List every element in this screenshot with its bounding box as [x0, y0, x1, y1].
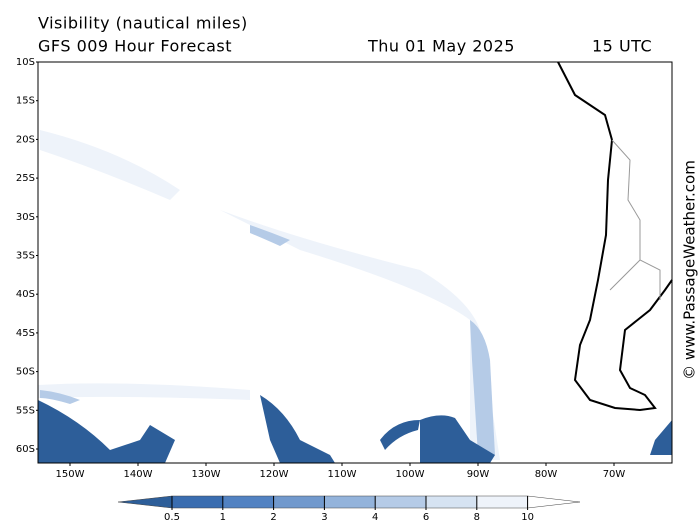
time: 15 UTC	[592, 37, 652, 56]
lon-label: 70W	[603, 469, 626, 480]
lon-label: 90W	[467, 469, 490, 480]
lat-label: 25S	[16, 173, 35, 184]
legend-swatch	[117, 495, 173, 509]
legend-swatch	[425, 495, 478, 509]
title: Visibility (nautical miles)	[38, 14, 248, 33]
legend-swatch	[374, 495, 427, 509]
legend-swatch	[222, 495, 274, 509]
legend-swatch	[476, 495, 528, 509]
legend-label: 0.5	[164, 512, 180, 523]
lon-label: 110W	[328, 469, 357, 480]
lon-label: 100W	[396, 469, 425, 480]
lat-label: 50S	[16, 367, 35, 378]
watermark: © www.PassageWeather.com	[681, 160, 699, 380]
lon-label: 130W	[192, 469, 221, 480]
subtitle: GFS 009 Hour Forecast	[38, 37, 232, 56]
lat-label: 45S	[16, 328, 35, 339]
date: Thu 01 May 2025	[367, 37, 515, 56]
lon-label: 150W	[56, 469, 85, 480]
lat-label: 40S	[16, 289, 35, 300]
legend-swatch	[527, 495, 581, 509]
lon-label: 140W	[124, 469, 153, 480]
legend-label: 10	[521, 512, 534, 523]
fog-medium	[40, 225, 495, 455]
legend-label: 4	[372, 512, 378, 523]
legend-swatch	[324, 495, 376, 509]
legend-label: 6	[423, 512, 429, 523]
fog-dense	[38, 395, 672, 463]
coastline	[557, 61, 673, 412]
legend-label: 1	[220, 512, 226, 523]
lat-label: 30S	[16, 212, 35, 223]
lat-label: 35S	[16, 251, 35, 262]
fog-light	[38, 130, 500, 460]
legend-label: 2	[270, 512, 276, 523]
legend-swatch	[273, 495, 325, 509]
lat-label: 55S	[16, 405, 35, 416]
lat-label: 60S	[16, 444, 35, 455]
lon-label: 80W	[535, 469, 558, 480]
lon-label: 120W	[260, 469, 289, 480]
map	[37, 61, 673, 464]
legend-label: 8	[474, 512, 480, 523]
legend-swatch	[171, 495, 224, 509]
map-frame	[37, 61, 673, 464]
lat-label: 10S	[16, 57, 35, 68]
lat-label: 15S	[16, 96, 35, 107]
lat-label: 20S	[16, 134, 35, 145]
borders	[609, 139, 661, 300]
legend-label: 3	[321, 512, 327, 523]
